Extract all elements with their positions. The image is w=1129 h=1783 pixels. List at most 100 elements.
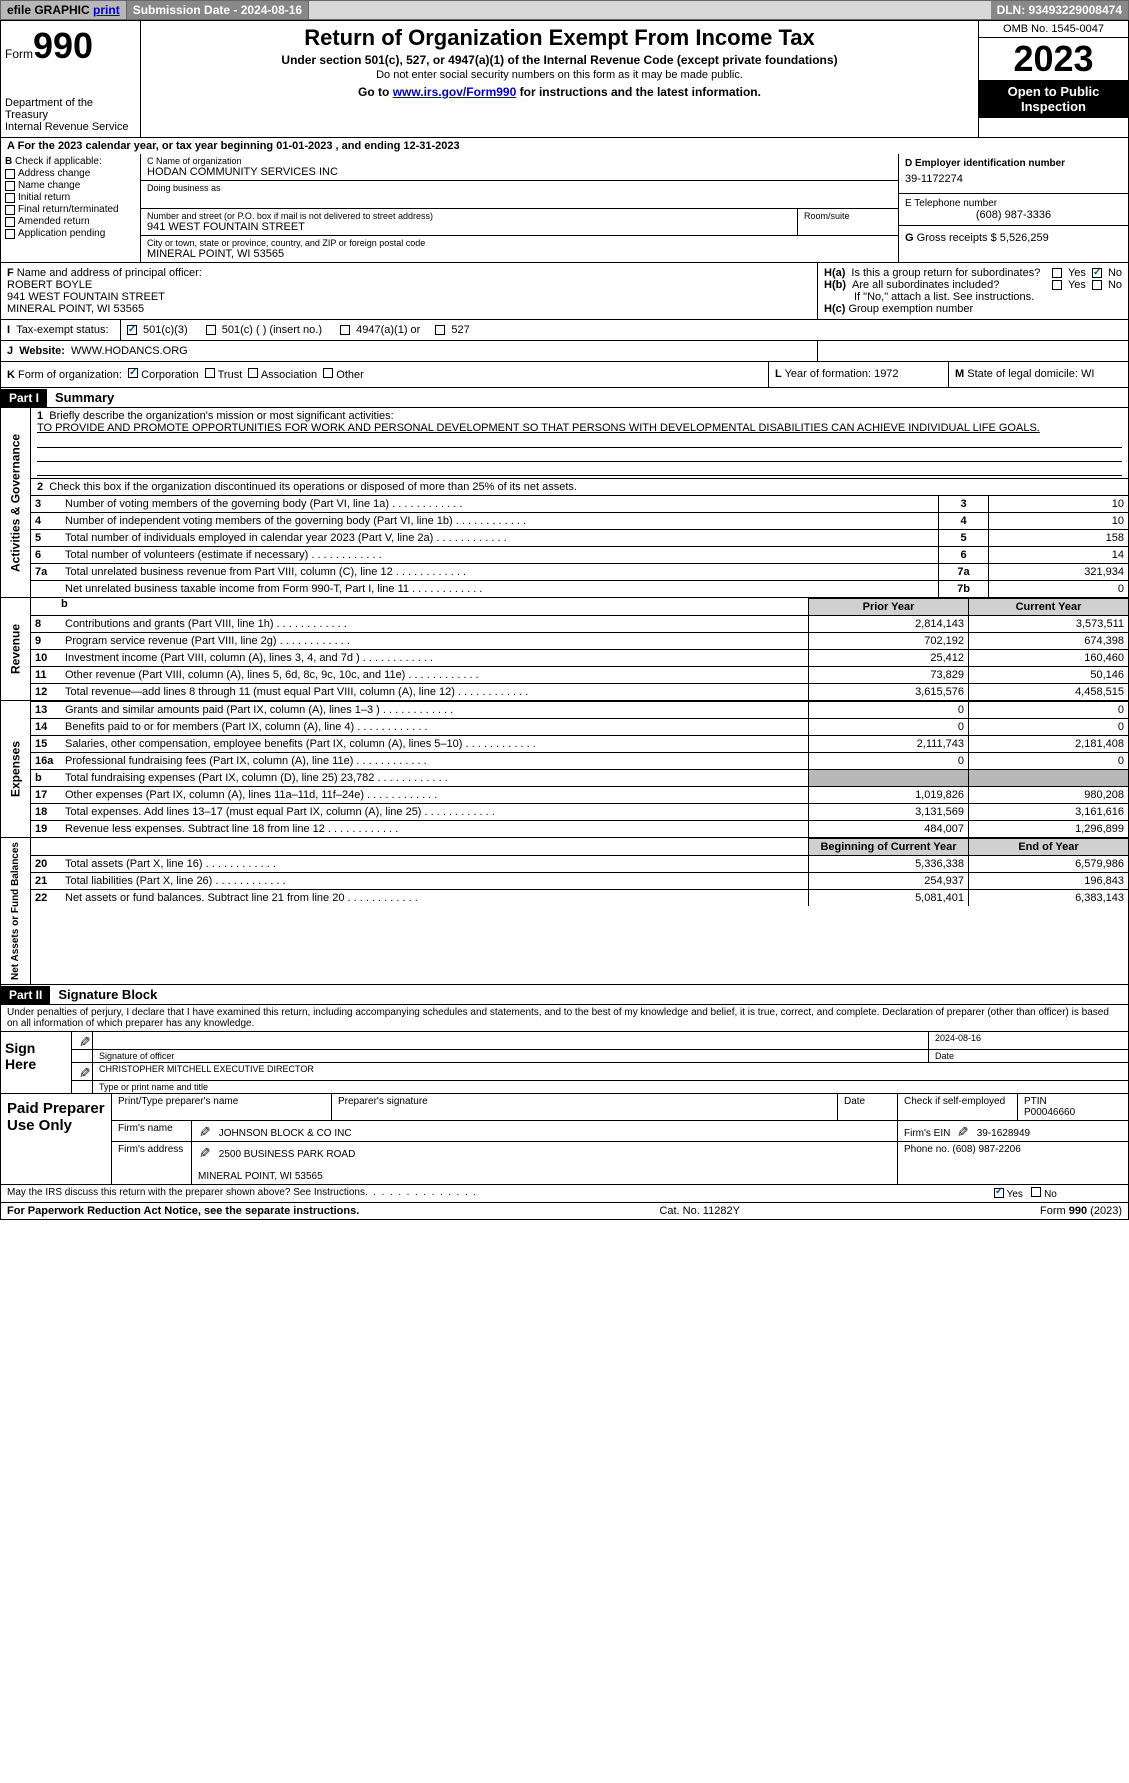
state-domicile: State of legal domicile: WI <box>967 368 1094 380</box>
checkbox-amended[interactable] <box>5 217 15 227</box>
firm-city: MINERAL POINT, WI 53565 <box>198 1171 323 1182</box>
line-num: 16a <box>31 752 61 769</box>
type-name-label: Type or print name and title <box>92 1081 1128 1093</box>
checkbox-501c[interactable] <box>206 325 216 335</box>
open-public: Open to Public Inspection <box>979 80 1128 118</box>
checkbox-hb-yes[interactable] <box>1052 280 1062 290</box>
current-year-value: 980,208 <box>968 786 1128 803</box>
form-ref: Form 990 (2023) <box>1040 1205 1122 1217</box>
line-desc: Total number of volunteers (estimate if … <box>61 546 938 563</box>
officer-street: 941 WEST FOUNTAIN STREET <box>7 291 165 303</box>
boy-hdr: Beginning of Current Year <box>808 838 968 855</box>
line-desc: Benefits paid to or for members (Part IX… <box>61 718 808 735</box>
line-num: 5 <box>31 529 61 546</box>
efile-label: efile GRAPHIC print <box>1 1 127 19</box>
mission-text: TO PROVIDE AND PROMOTE OPPORTUNITIES FOR… <box>37 422 1040 434</box>
checkbox-addr-change[interactable] <box>5 169 15 179</box>
side-revenue: Revenue <box>1 598 31 700</box>
checkbox-501c3[interactable] <box>127 325 137 335</box>
checkbox-527[interactable] <box>435 325 445 335</box>
prior-year-value: 3,131,569 <box>808 803 968 820</box>
org-name-label: C Name of organization <box>147 156 892 166</box>
pen-icon-3 <box>198 1123 216 1137</box>
firm-ein: 39-1628949 <box>977 1128 1030 1139</box>
ein-label: D Employer identification number <box>905 158 1122 169</box>
checkbox-final-return[interactable] <box>5 205 15 215</box>
current-year-value: 0 <box>968 752 1128 769</box>
checkbox-discuss-no[interactable] <box>1031 1187 1041 1197</box>
line-desc: Program service revenue (Part VIII, line… <box>61 632 808 649</box>
prior-year-value: 0 <box>808 752 968 769</box>
line-desc: Total number of individuals employed in … <box>61 529 938 546</box>
checkbox-other[interactable] <box>323 368 333 378</box>
line-ref: 6 <box>938 546 988 563</box>
line-desc: Total liabilities (Part X, line 26) <box>61 872 808 889</box>
line-num: 12 <box>31 683 61 700</box>
suite-label: Room/suite <box>798 209 898 235</box>
line-num <box>31 580 61 597</box>
prior-year-value: 0 <box>808 701 968 718</box>
form-word: Form <box>5 47 33 61</box>
city-label: City or town, state or province, country… <box>147 238 892 248</box>
year-formation: Year of formation: 1972 <box>785 368 899 380</box>
phone-label: E Telephone number <box>905 198 1122 209</box>
line-desc: Total unrelated business revenue from Pa… <box>61 563 938 580</box>
checkbox-4947[interactable] <box>340 325 350 335</box>
discuss-question: May the IRS discuss this return with the… <box>1 1185 988 1202</box>
line-num: 9 <box>31 632 61 649</box>
firm-name: JOHNSON BLOCK & CO INC <box>219 1128 352 1139</box>
line-desc: Other expenses (Part IX, column (A), lin… <box>61 786 808 803</box>
checkbox-hb-no[interactable] <box>1092 280 1102 290</box>
pra-notice: For Paperwork Reduction Act Notice, see … <box>7 1205 359 1217</box>
print-link[interactable]: print <box>93 3 120 17</box>
current-year-value: 160,460 <box>968 649 1128 666</box>
current-year-value: 2,181,408 <box>968 735 1128 752</box>
prior-year-value <box>808 769 968 786</box>
prep-date-label: Date <box>838 1094 898 1120</box>
checkbox-ha-yes[interactable] <box>1052 268 1062 278</box>
checkbox-app-pending[interactable] <box>5 229 15 239</box>
pen-icon-4 <box>956 1123 974 1137</box>
line-desc: Number of voting members of the governin… <box>61 495 938 512</box>
line-ref: 7a <box>938 563 988 580</box>
sig-officer-label: Signature of officer <box>92 1050 928 1062</box>
line-num: 14 <box>31 718 61 735</box>
checkbox-assoc[interactable] <box>248 368 258 378</box>
street-label: Number and street (or P.O. box if mail i… <box>147 211 791 221</box>
boy-value: 254,937 <box>808 872 968 889</box>
sig-date: 2024-08-16 <box>928 1032 1128 1049</box>
checkbox-corp[interactable] <box>128 368 138 378</box>
line-num: 22 <box>31 889 61 906</box>
current-year-value <box>968 769 1128 786</box>
irs-link[interactable]: www.irs.gov/Form990 <box>393 85 517 99</box>
line-ref: 4 <box>938 512 988 529</box>
firm-phone: (608) 987-2206 <box>952 1144 1020 1155</box>
checkbox-trust[interactable] <box>205 368 215 378</box>
instructions-link-row: Go to www.irs.gov/Form990 for instructio… <box>149 85 970 99</box>
officer-city: MINERAL POINT, WI 53565 <box>7 303 144 315</box>
current-year-value: 0 <box>968 718 1128 735</box>
line-desc: Total assets (Part X, line 16) <box>61 855 808 872</box>
checkbox-discuss-yes[interactable] <box>994 1188 1004 1198</box>
irs-label: Internal Revenue Service <box>5 121 136 133</box>
checkbox-initial-return[interactable] <box>5 193 15 203</box>
firm-addr: 2500 BUSINESS PARK ROAD <box>219 1149 356 1160</box>
firm-addr-label: Firm's address <box>112 1142 192 1184</box>
org-city: MINERAL POINT, WI 53565 <box>147 248 892 260</box>
line-num: 8 <box>31 615 61 632</box>
hb-note: If "No," attach a list. See instructions… <box>824 291 1122 303</box>
line-desc: Contributions and grants (Part VIII, lin… <box>61 615 808 632</box>
line-value: 321,934 <box>988 563 1128 580</box>
prep-sig-label: Preparer's signature <box>332 1094 838 1120</box>
org-street: 941 WEST FOUNTAIN STREET <box>147 221 791 233</box>
line-num: 18 <box>31 803 61 820</box>
eoy-value: 6,383,143 <box>968 889 1128 906</box>
current-year-value: 50,146 <box>968 666 1128 683</box>
line-desc: Total expenses. Add lines 13–17 (must eq… <box>61 803 808 820</box>
side-governance: Activities & Governance <box>1 408 31 597</box>
subtitle-2: Do not enter social security numbers on … <box>149 69 970 81</box>
checkbox-name-change[interactable] <box>5 181 15 191</box>
checkbox-ha-no[interactable] <box>1092 268 1102 278</box>
line-num: 20 <box>31 855 61 872</box>
current-year-value: 674,398 <box>968 632 1128 649</box>
